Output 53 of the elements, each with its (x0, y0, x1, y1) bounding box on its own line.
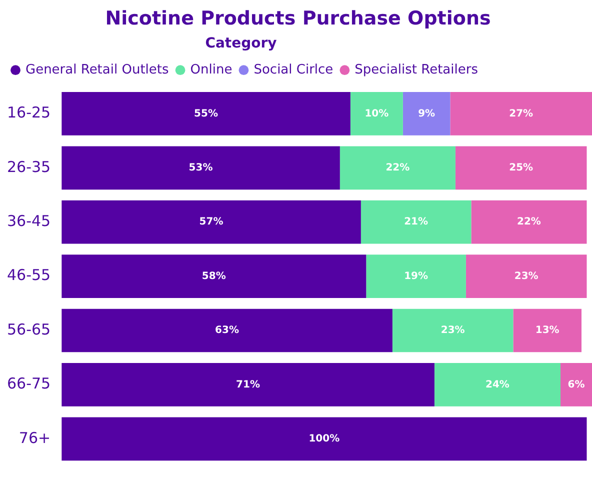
y-tick-label: 76+ (18, 428, 51, 447)
y-tick-label: 36-45 (6, 212, 51, 230)
y-tick-label: 46-55 (6, 266, 51, 284)
data-label: 53% (188, 162, 213, 174)
bar (340, 146, 456, 190)
y-tick-label: 16-25 (6, 104, 51, 122)
bar (366, 254, 466, 298)
bar (62, 363, 434, 406)
bar (350, 92, 403, 136)
data-label: 57% (199, 216, 224, 228)
data-label: 9% (418, 108, 436, 120)
bar (62, 417, 587, 461)
bar (62, 200, 361, 244)
data-label: 25% (509, 162, 534, 174)
data-label: 24% (486, 379, 510, 390)
data-label: 23% (440, 325, 465, 336)
bar (62, 146, 340, 190)
bar (455, 146, 587, 190)
chart-title: Nicotine Products Purchase Options (105, 7, 491, 30)
y-tick-label: 66-75 (6, 374, 51, 393)
bar (434, 363, 560, 406)
bar (471, 200, 587, 244)
y-tick-label: 56-65 (6, 320, 51, 338)
bar (560, 363, 592, 406)
bar (402, 92, 450, 136)
bar (62, 92, 350, 136)
bar (360, 200, 472, 244)
legend-label: Online (190, 62, 232, 78)
y-tick-label: 26-35 (6, 158, 51, 176)
data-label: 10% (364, 108, 389, 120)
data-label: 71% (236, 379, 260, 390)
bar (392, 308, 514, 352)
data-label: 19% (404, 270, 428, 282)
data-label: 27% (509, 108, 534, 120)
legend-label: Specialist Retailers (354, 62, 478, 78)
data-label: 55% (194, 108, 218, 120)
data-label: 23% (514, 270, 538, 282)
data-label: 63% (215, 325, 239, 336)
data-label: 13% (535, 325, 560, 336)
bar (62, 254, 366, 298)
bar (466, 254, 587, 298)
data-label: 22% (517, 216, 541, 228)
data-label: 6% (568, 379, 585, 390)
data-label: 21% (404, 216, 428, 228)
legend-title: Category (205, 35, 277, 52)
bar (513, 308, 582, 352)
data-label: 100% (308, 433, 340, 444)
data-label: 58% (202, 270, 226, 282)
bar (450, 92, 592, 136)
data-label: 22% (386, 162, 410, 174)
legend-label: Social Cirlce (254, 62, 334, 78)
legend-label: General Retail Outlets (26, 62, 170, 78)
bar (62, 308, 392, 352)
